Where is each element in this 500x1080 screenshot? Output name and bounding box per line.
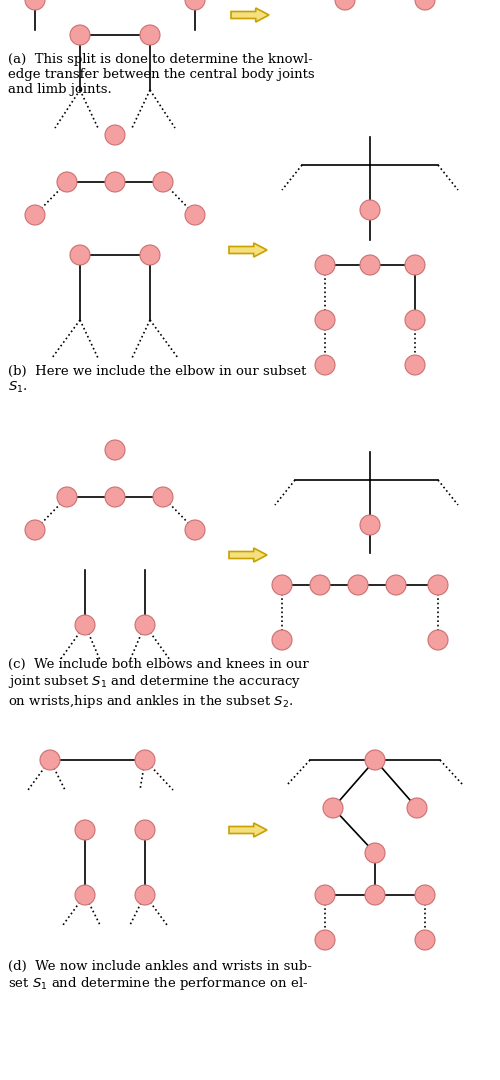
Circle shape (323, 798, 343, 818)
Circle shape (415, 930, 435, 950)
Circle shape (57, 172, 77, 192)
Circle shape (415, 885, 435, 905)
Circle shape (365, 885, 385, 905)
Circle shape (315, 255, 335, 275)
Circle shape (135, 750, 155, 770)
FancyArrow shape (229, 823, 267, 837)
Circle shape (428, 630, 448, 650)
Circle shape (405, 255, 425, 275)
Circle shape (105, 172, 125, 192)
Circle shape (272, 630, 292, 650)
Circle shape (153, 487, 173, 507)
Circle shape (135, 820, 155, 840)
Circle shape (386, 575, 406, 595)
Circle shape (25, 205, 45, 225)
Circle shape (415, 0, 435, 10)
Circle shape (315, 930, 335, 950)
Circle shape (75, 615, 95, 635)
Circle shape (365, 750, 385, 770)
Circle shape (75, 885, 95, 905)
Circle shape (140, 25, 160, 45)
Circle shape (360, 515, 380, 535)
Text: (c)  We include both elbows and knees in our
joint subset $S_1$ and determine th: (c) We include both elbows and knees in … (8, 658, 309, 710)
Circle shape (105, 440, 125, 460)
Circle shape (360, 255, 380, 275)
Text: (b)  Here we include the elbow in our subset
$S_1$.: (b) Here we include the elbow in our sub… (8, 365, 306, 395)
Circle shape (105, 487, 125, 507)
Text: (d)  We now include ankles and wrists in sub-
set $S_1$ and determine the perfor: (d) We now include ankles and wrists in … (8, 960, 312, 993)
Circle shape (360, 200, 380, 220)
Circle shape (40, 750, 60, 770)
Circle shape (135, 885, 155, 905)
Circle shape (70, 25, 90, 45)
Circle shape (315, 310, 335, 330)
Circle shape (75, 820, 95, 840)
Circle shape (365, 843, 385, 863)
Circle shape (105, 125, 125, 145)
Circle shape (405, 355, 425, 375)
Circle shape (185, 205, 205, 225)
Circle shape (153, 172, 173, 192)
Circle shape (335, 0, 355, 10)
Circle shape (25, 519, 45, 540)
Circle shape (185, 0, 205, 10)
FancyArrow shape (231, 8, 269, 22)
Circle shape (315, 885, 335, 905)
Circle shape (135, 615, 155, 635)
Circle shape (185, 519, 205, 540)
Circle shape (348, 575, 368, 595)
Circle shape (428, 575, 448, 595)
FancyArrow shape (229, 243, 267, 257)
Circle shape (140, 245, 160, 265)
Circle shape (70, 245, 90, 265)
Circle shape (407, 798, 427, 818)
Circle shape (272, 575, 292, 595)
Circle shape (310, 575, 330, 595)
FancyArrow shape (229, 548, 267, 562)
Circle shape (405, 310, 425, 330)
Circle shape (315, 355, 335, 375)
Circle shape (57, 487, 77, 507)
Text: (a)  This split is done to determine the knowl-
edge transfer between the centra: (a) This split is done to determine the … (8, 53, 314, 96)
Circle shape (25, 0, 45, 10)
